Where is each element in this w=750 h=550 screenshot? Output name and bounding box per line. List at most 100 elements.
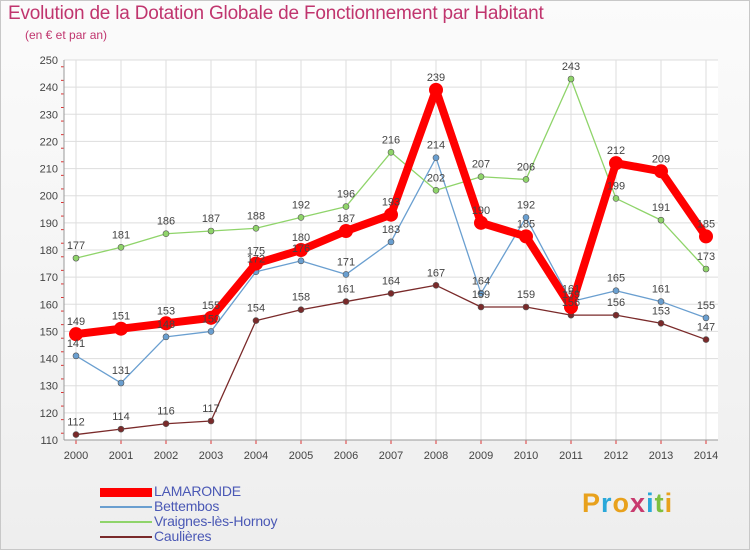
data-point — [657, 319, 665, 327]
data-point — [477, 173, 485, 181]
data-point — [162, 333, 170, 341]
data-label: 148 — [157, 319, 175, 331]
data-label: 164 — [382, 275, 400, 287]
data-label: 202 — [427, 172, 445, 184]
data-point — [522, 176, 530, 183]
data-label: 117 — [202, 403, 220, 415]
data-label: 161 — [652, 284, 670, 296]
x-tick-label: 2001 — [109, 450, 133, 462]
data-label: 188 — [247, 210, 265, 222]
logo-letter: i — [664, 488, 674, 518]
x-tick-label: 2006 — [334, 450, 358, 462]
data-label: 153 — [157, 305, 175, 317]
data-point — [207, 328, 215, 335]
data-label: 165 — [607, 273, 625, 285]
data-label: 177 — [67, 240, 85, 252]
data-point — [477, 303, 485, 311]
data-label: 216 — [382, 134, 400, 146]
data-label: 192 — [292, 199, 310, 211]
data-point — [567, 75, 575, 83]
data-point — [204, 310, 218, 325]
x-tick-label: 2011 — [559, 450, 583, 462]
data-point — [477, 290, 485, 297]
data-label: 158 — [292, 292, 310, 304]
x-tick-label: 2005 — [289, 450, 313, 462]
data-point — [297, 257, 305, 265]
data-label: 116 — [157, 406, 175, 418]
data-label: 155 — [697, 300, 715, 312]
legend-label: Vraignes-lès-Hornoy — [154, 513, 278, 529]
data-label: 164 — [472, 275, 490, 287]
data-label: 212 — [607, 145, 625, 157]
data-point — [339, 224, 353, 238]
data-label: 112 — [67, 417, 85, 429]
legend-swatch — [100, 536, 152, 538]
data-point — [699, 229, 713, 244]
y-tick-label: 110 — [40, 435, 58, 447]
data-point — [474, 215, 488, 230]
y-tick-label: 170 — [40, 272, 58, 284]
logo-letter: o — [612, 488, 631, 518]
data-point — [432, 186, 440, 194]
data-label: 151 — [112, 311, 130, 323]
data-point — [522, 303, 530, 311]
y-tick-label: 130 — [40, 381, 58, 393]
x-tick-label: 2014 — [694, 450, 718, 462]
data-point — [297, 214, 305, 221]
data-label: 214 — [427, 140, 445, 152]
data-point — [609, 156, 623, 171]
data-point — [387, 148, 395, 156]
data-point — [657, 216, 665, 224]
data-label: 150 — [202, 313, 220, 325]
logo-letter: P — [582, 488, 602, 518]
data-point — [207, 417, 215, 425]
data-point — [297, 306, 305, 314]
data-point — [342, 298, 350, 305]
data-label: 167 — [427, 267, 445, 279]
data-point — [519, 229, 533, 244]
data-point — [342, 271, 350, 278]
data-label: 192 — [517, 199, 535, 211]
x-tick-label: 2007 — [379, 450, 403, 462]
data-label: 180 — [292, 232, 310, 244]
data-label: 175 — [247, 246, 265, 258]
data-point — [117, 425, 125, 433]
x-tick-label: 2003 — [199, 450, 223, 462]
data-point — [654, 164, 668, 179]
data-point — [612, 287, 620, 295]
data-point — [72, 254, 80, 262]
y-tick-label: 190 — [40, 218, 58, 230]
y-tick-label: 180 — [40, 245, 58, 257]
data-label: 141 — [67, 338, 85, 350]
data-point — [72, 431, 80, 438]
x-tick-label: 2004 — [244, 450, 268, 462]
data-label: 156 — [607, 297, 625, 309]
y-tick-label: 200 — [40, 191, 58, 203]
data-label: 181 — [112, 229, 130, 241]
legend-swatch — [100, 506, 152, 508]
data-point — [117, 243, 125, 251]
x-tick-label: 2000 — [64, 450, 88, 462]
data-point — [252, 224, 260, 232]
data-point — [162, 230, 170, 238]
data-label: 171 — [337, 256, 355, 268]
data-label: 196 — [337, 189, 355, 201]
data-label: 147 — [697, 322, 715, 334]
x-tick-label: 2009 — [469, 450, 493, 462]
data-point — [564, 300, 578, 314]
y-tick-label: 230 — [40, 109, 58, 121]
data-point — [657, 298, 665, 305]
logo-letter: t — [654, 488, 665, 518]
logo-letter: x — [630, 488, 647, 518]
legend-label: Caulières — [154, 528, 212, 544]
data-point — [342, 203, 350, 210]
data-label: 185 — [517, 218, 535, 230]
chart-subtitle: (en € et par an) — [25, 28, 108, 42]
data-label: 209 — [652, 153, 670, 165]
data-point — [387, 290, 395, 297]
data-label: 187 — [202, 213, 220, 225]
data-label: 172 — [247, 254, 265, 266]
data-label: 243 — [562, 61, 580, 73]
legend-swatch — [100, 487, 152, 497]
x-tick-label: 2008 — [424, 450, 448, 462]
